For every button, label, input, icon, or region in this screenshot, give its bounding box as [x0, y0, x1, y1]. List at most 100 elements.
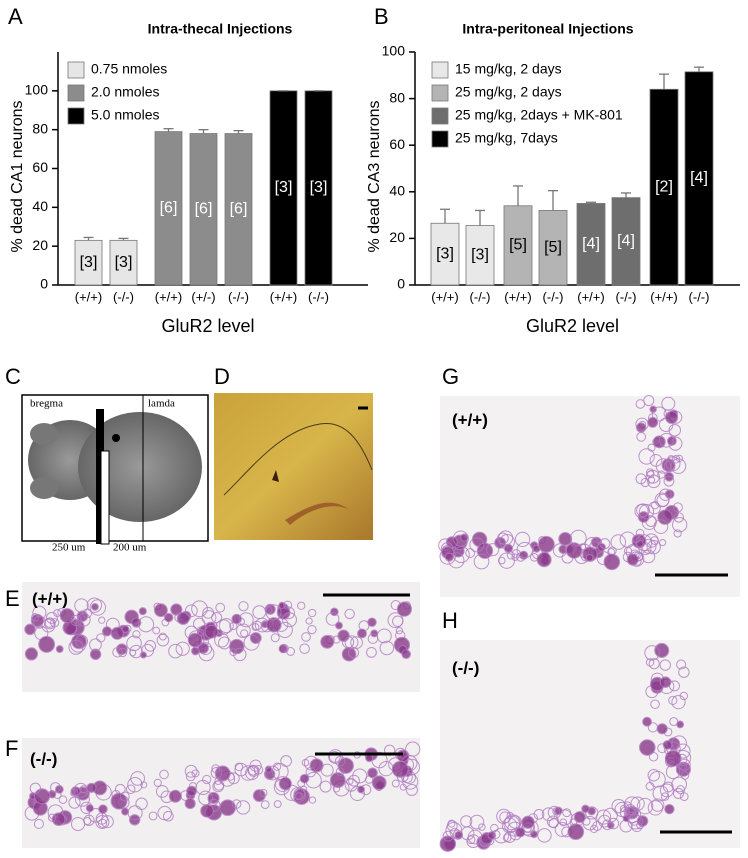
cell: [367, 767, 378, 779]
cell: [371, 775, 387, 791]
cell: [319, 780, 332, 793]
cell: [138, 607, 147, 616]
cell: [158, 632, 167, 641]
cell: [647, 443, 656, 452]
cell: [664, 749, 682, 767]
cell: [264, 765, 273, 773]
cell: [444, 552, 454, 562]
cell: [506, 551, 516, 560]
error-bar: [118, 237, 129, 241]
error-bar: [621, 192, 631, 198]
cell: [280, 755, 292, 767]
cell: [659, 676, 672, 688]
x-tick-label: (+/+): [155, 289, 182, 304]
cell: [647, 769, 661, 782]
cell: [671, 695, 686, 710]
cell: [215, 602, 226, 613]
cell: [638, 739, 656, 756]
n-label: [2]: [655, 178, 673, 195]
cell: [645, 469, 660, 484]
x-tick-label: (-/-): [113, 289, 134, 304]
cell: [391, 779, 400, 788]
cell: [565, 542, 583, 559]
y-tick-label: 20: [389, 229, 405, 245]
cell: [573, 810, 586, 824]
panel-letter: H: [442, 608, 458, 633]
cell: [140, 781, 148, 789]
cell: [537, 535, 555, 553]
legend-label: 2.0 nmoles: [91, 84, 159, 100]
cell: [184, 798, 196, 810]
cell: [266, 617, 282, 633]
cell: [623, 546, 633, 556]
cell: [589, 824, 599, 833]
cell: [466, 834, 481, 848]
cell: [679, 792, 689, 802]
cell: [286, 647, 296, 656]
bar: [611, 197, 641, 286]
cell: [148, 811, 158, 821]
cell: [672, 502, 683, 513]
cell: [603, 553, 621, 571]
cell: [233, 647, 247, 662]
cell: [663, 475, 675, 487]
panel-letter: G: [442, 364, 459, 389]
cell: [636, 797, 654, 815]
error-bar: [694, 66, 704, 72]
cell: [70, 788, 79, 797]
legend-swatch: [431, 61, 449, 79]
cell: [634, 504, 649, 519]
legend-swatch: [431, 107, 449, 125]
cell: [671, 776, 687, 793]
cell: [659, 488, 672, 502]
n-label: [6]: [160, 200, 178, 217]
cell: [260, 800, 270, 809]
cell: [659, 538, 667, 547]
cell: [227, 772, 240, 785]
cell: [656, 723, 668, 735]
cell: [610, 534, 627, 550]
cell: [567, 823, 585, 841]
cell: [299, 773, 310, 784]
cell: [631, 820, 643, 833]
cell: [132, 630, 141, 639]
cell: [627, 814, 643, 830]
cell: [496, 808, 512, 824]
cell: [357, 628, 367, 639]
cell: [391, 760, 409, 778]
cell: [293, 788, 306, 800]
cell: [515, 827, 526, 838]
cell: [131, 617, 142, 628]
cell: [552, 807, 561, 816]
cell: [643, 395, 655, 407]
cell: [153, 603, 168, 618]
bar: [430, 222, 460, 286]
cell: [559, 818, 568, 827]
legend-swatch: [67, 84, 85, 102]
bar: [74, 239, 103, 286]
cell: [50, 782, 61, 793]
cell: [635, 399, 646, 409]
cell: [348, 647, 360, 659]
x-tick-label: (-/-): [616, 289, 637, 304]
panel-letter: D: [214, 364, 230, 389]
x-tick-label: (-/-): [228, 289, 249, 304]
cell: [365, 754, 374, 763]
cell: [626, 553, 639, 566]
chart-title: Intra-peritoneal Injections: [462, 21, 633, 37]
cell: [657, 470, 666, 479]
cell: [307, 608, 317, 618]
cell: [249, 759, 262, 772]
cell: [77, 613, 91, 627]
cell: [452, 530, 469, 547]
cell: [582, 815, 598, 831]
error-bar: [198, 129, 209, 134]
bar: [503, 205, 533, 286]
bar: [576, 203, 606, 286]
cell: [299, 643, 310, 654]
cell: [646, 539, 661, 555]
cell: [344, 608, 355, 620]
cell: [581, 804, 590, 813]
cell: [558, 531, 573, 546]
cell: [89, 638, 102, 652]
